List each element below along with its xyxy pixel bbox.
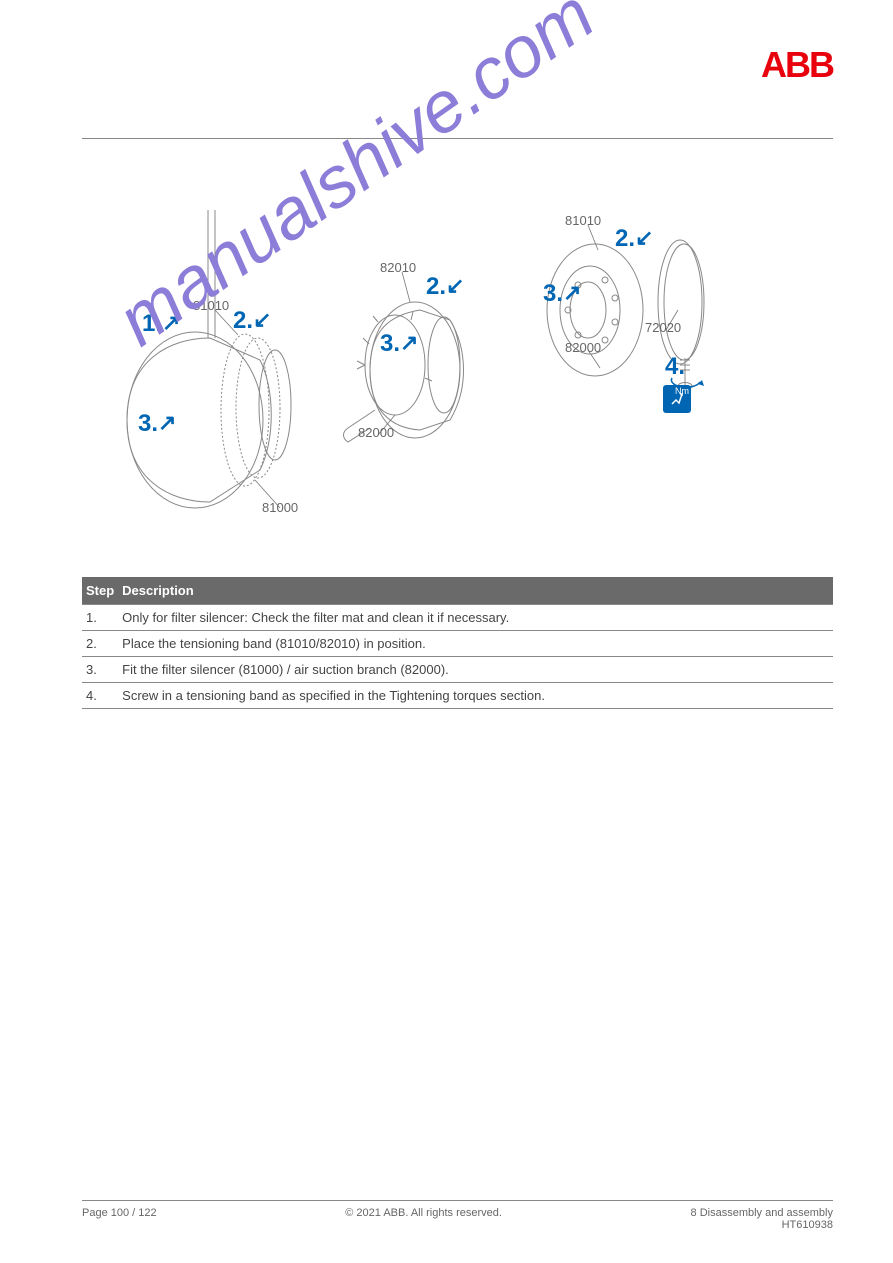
torque-icon: Nm <box>663 385 691 413</box>
diagram-step-3a: 3.↗ <box>138 410 158 438</box>
part-label-82010: 82010 <box>380 260 416 275</box>
cell-step: 1. <box>82 605 118 631</box>
table-header-row: Step Description <box>82 577 833 605</box>
diagram-step-3b: 3.↗ <box>380 330 400 358</box>
brand-logo: ABB <box>761 44 833 86</box>
diagram-step-4: 4. <box>665 353 685 381</box>
part-label-81010a: 81010 <box>193 298 229 313</box>
table-row: 2. Place the tensioning band (81010/8201… <box>82 631 833 657</box>
part-label-72020: 72020 <box>645 320 681 335</box>
col-step: Step <box>82 577 118 605</box>
diagram-step-2b: 2.↙ <box>426 273 446 301</box>
cell-desc: Place the tensioning band (81010/82010) … <box>118 631 833 657</box>
cell-step: 4. <box>82 683 118 709</box>
part-label-81010b: 81010 <box>565 213 601 228</box>
footer-copyright: © 2021 ABB. All rights reserved. <box>345 1207 502 1231</box>
procedure-table: Step Description 1. Only for filter sile… <box>82 577 833 709</box>
col-description: Description <box>118 577 833 605</box>
cell-desc: Screw in a tensioning band as specified … <box>118 683 833 709</box>
table-row: 3. Fit the filter silencer (81000) / air… <box>82 657 833 683</box>
page-footer: Page 100 / 122 © 2021 ABB. All rights re… <box>82 1207 833 1231</box>
footer-page: Page 100 / 122 <box>82 1207 157 1231</box>
diagram-step-2c: 2.↙ <box>615 225 635 253</box>
procedure-table-wrap: Step Description 1. Only for filter sile… <box>82 577 833 709</box>
footer-rule <box>82 1200 833 1201</box>
cell-desc: Fit the filter silencer (81000) / air su… <box>118 657 833 683</box>
exploded-diagram: 1.↗ 2.↙ 2.↙ 2.↙ 3.↗ 3.↗ 3.↗ 4. 81010 820… <box>110 210 770 550</box>
table-row: 4. Screw in a tensioning band as specifi… <box>82 683 833 709</box>
cell-desc: Only for filter silencer: Check the filt… <box>118 605 833 631</box>
footer-right: 8 Disassembly and assembly HT610938 <box>691 1207 833 1231</box>
part-label-81000: 81000 <box>262 500 298 515</box>
diagram-step-1: 1.↗ <box>142 310 162 338</box>
part-label-82000a: 82000 <box>565 340 601 355</box>
diagram-step-3c: 3.↗ <box>543 280 563 308</box>
table-row: 1. Only for filter silencer: Check the f… <box>82 605 833 631</box>
cell-step: 3. <box>82 657 118 683</box>
part-label-82000b: 82000 <box>358 425 394 440</box>
header-rule <box>82 138 833 139</box>
cell-step: 2. <box>82 631 118 657</box>
diagram-step-2a: 2.↙ <box>233 307 253 335</box>
